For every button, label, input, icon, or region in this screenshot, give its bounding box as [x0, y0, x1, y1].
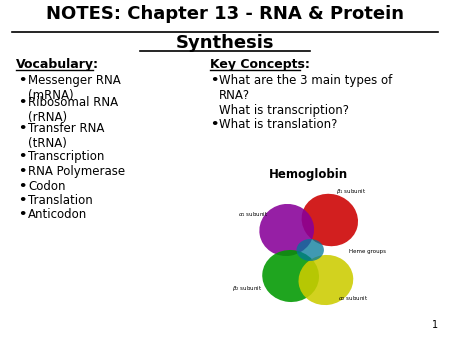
Text: Synthesis: Synthesis: [176, 34, 274, 52]
Ellipse shape: [302, 194, 358, 246]
Text: NOTES: Chapter 13 - RNA & Protein: NOTES: Chapter 13 - RNA & Protein: [46, 5, 404, 23]
Text: •: •: [18, 74, 27, 87]
Text: •: •: [18, 150, 27, 163]
Ellipse shape: [297, 239, 324, 261]
Text: What are the 3 main types of
RNA?
What is transcription?: What are the 3 main types of RNA? What i…: [219, 74, 392, 117]
Text: Heme groups: Heme groups: [349, 249, 387, 254]
Text: •: •: [18, 208, 27, 221]
Text: •: •: [18, 180, 27, 193]
Text: What is translation?: What is translation?: [219, 118, 338, 131]
Text: $\beta_1$ subunit: $\beta_1$ subunit: [336, 187, 366, 196]
Text: Hemoglobin: Hemoglobin: [269, 168, 348, 181]
Text: Ribosomal RNA
(rRNA): Ribosomal RNA (rRNA): [28, 96, 118, 124]
Ellipse shape: [262, 250, 319, 302]
Text: Codon: Codon: [28, 180, 66, 193]
Text: •: •: [18, 122, 27, 135]
Text: Transfer RNA
(tRNA): Transfer RNA (tRNA): [28, 122, 104, 150]
Text: Translation: Translation: [28, 194, 93, 207]
Text: •: •: [210, 74, 219, 87]
Text: Anticodon: Anticodon: [28, 208, 87, 221]
Text: $\alpha_1$ subunit: $\alpha_1$ subunit: [238, 210, 268, 219]
Text: •: •: [18, 96, 27, 109]
Text: •: •: [18, 194, 27, 207]
Text: Transcription: Transcription: [28, 150, 104, 163]
Text: Key Concepts:: Key Concepts:: [210, 58, 310, 71]
Ellipse shape: [259, 204, 314, 256]
Text: $\alpha_2$ subunit: $\alpha_2$ subunit: [338, 294, 368, 303]
Text: RNA Polymerase: RNA Polymerase: [28, 165, 125, 178]
Text: •: •: [18, 165, 27, 178]
Ellipse shape: [298, 255, 353, 305]
Text: Messenger RNA
(mRNA): Messenger RNA (mRNA): [28, 74, 121, 102]
Text: $\beta_2$ subunit: $\beta_2$ subunit: [232, 284, 262, 293]
Text: •: •: [210, 118, 219, 131]
Text: 1: 1: [432, 320, 438, 330]
Text: Vocabulary:: Vocabulary:: [16, 58, 99, 71]
